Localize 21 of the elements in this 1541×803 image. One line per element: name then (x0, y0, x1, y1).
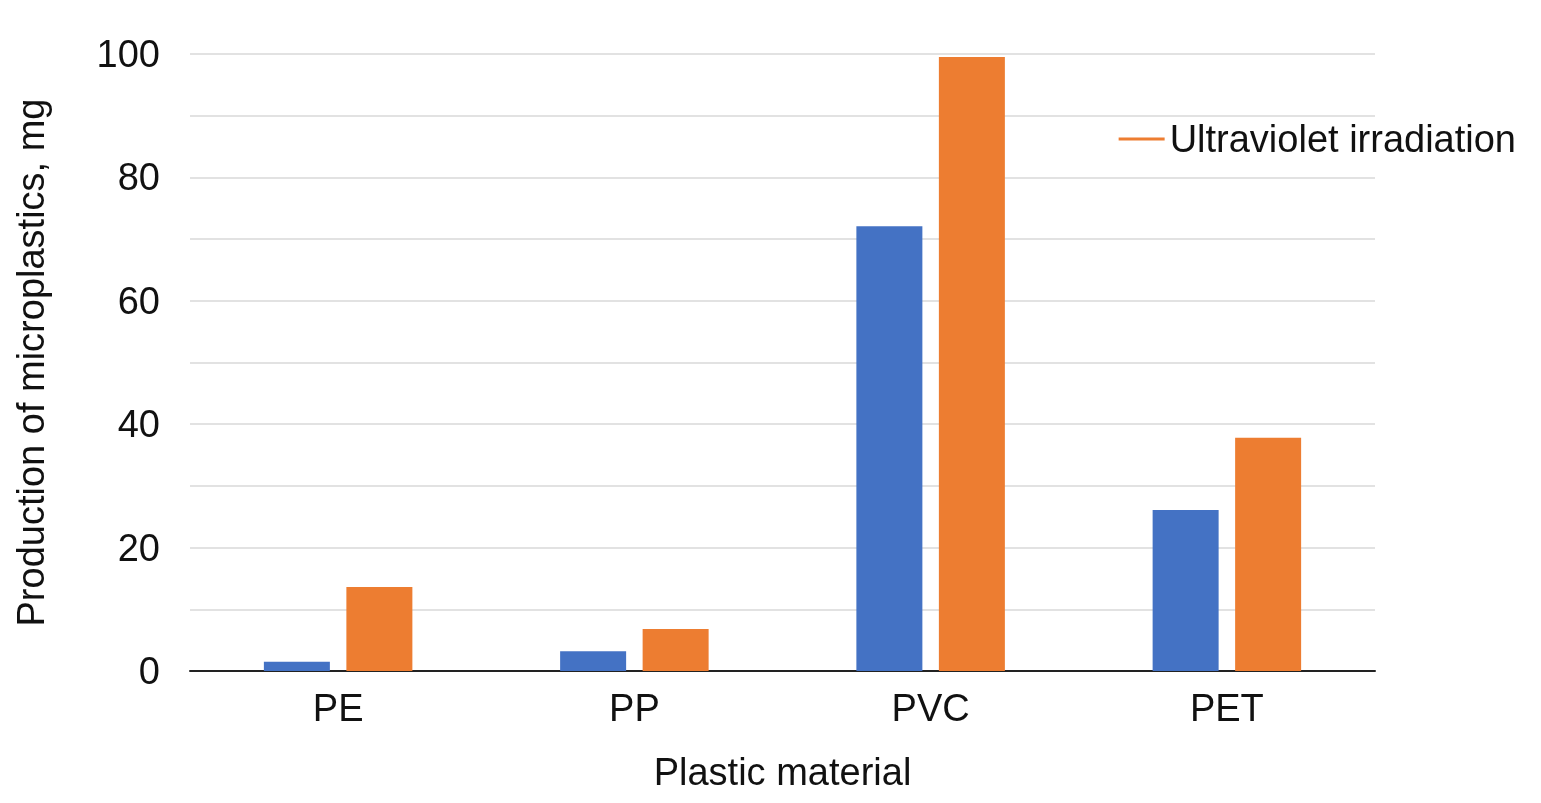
x-tick-label: PP (609, 687, 660, 729)
y-tick-label: 40 (117, 403, 160, 446)
x-tick-label: PVC (891, 687, 970, 729)
bar (642, 629, 709, 671)
bar (1235, 437, 1302, 671)
bar (346, 587, 413, 671)
x-tick-label: PET (1189, 687, 1264, 729)
x-tick-label: PE (312, 687, 364, 729)
y-axis-title: Production of microplastics, mg (10, 98, 52, 627)
x-axis-title: Plastic material (653, 751, 912, 793)
y-tick-label: 60 (117, 279, 160, 322)
bar (938, 57, 1005, 671)
y-tick-label: 100 (96, 33, 160, 75)
y-tick-label: 0 (138, 650, 160, 692)
legend-label: Ultraviolet irradiation (1169, 118, 1517, 160)
bar (1152, 509, 1219, 671)
bar (263, 661, 330, 671)
bar (560, 651, 627, 671)
bar (856, 226, 923, 671)
y-tick-label: 80 (117, 156, 160, 199)
y-tick-label: 20 (117, 526, 160, 569)
